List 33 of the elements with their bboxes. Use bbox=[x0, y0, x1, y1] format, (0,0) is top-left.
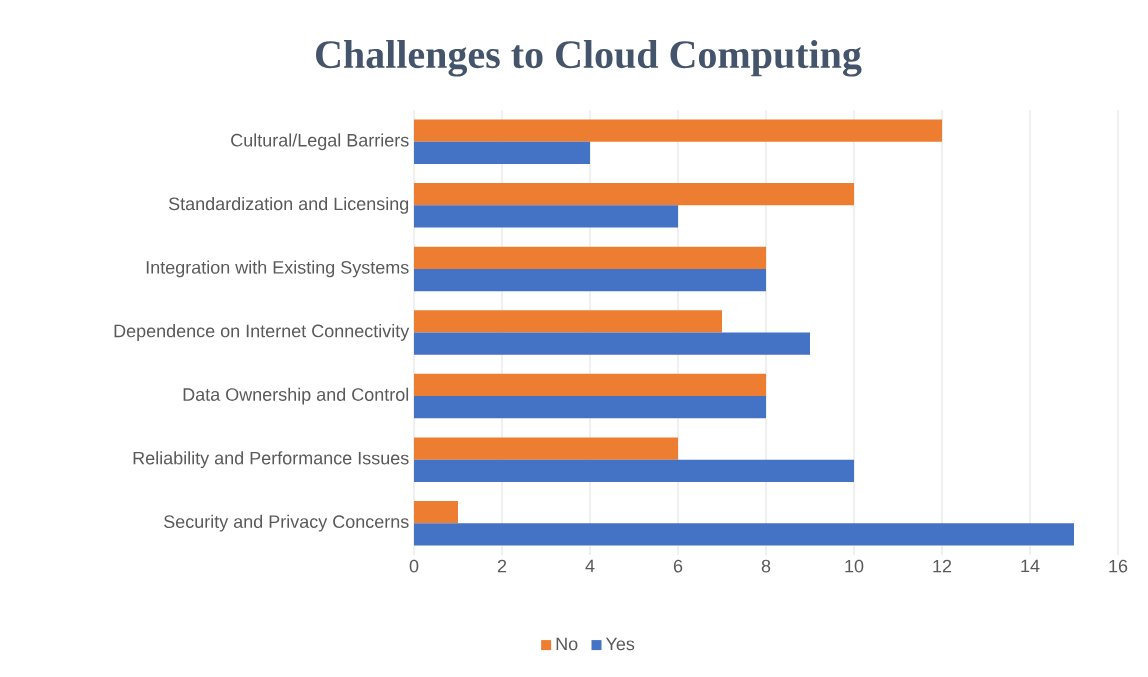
x-tick-label: 8 bbox=[761, 559, 771, 573]
y-tick-label: Data Ownership and Control bbox=[183, 387, 409, 405]
y-tick-label: Security and Privacy Concerns bbox=[164, 514, 409, 532]
x-tick-label: 16 bbox=[1109, 559, 1128, 573]
x-tick-label: 6 bbox=[673, 559, 683, 573]
bar bbox=[414, 183, 854, 206]
bar bbox=[414, 205, 678, 228]
bar bbox=[414, 119, 942, 142]
bar bbox=[414, 332, 810, 355]
bar bbox=[414, 500, 459, 524]
bar bbox=[414, 268, 766, 292]
legend-label: Yes bbox=[605, 637, 635, 651]
bar bbox=[414, 396, 766, 419]
x-tick-label: 14 bbox=[1021, 559, 1040, 573]
bar bbox=[414, 246, 766, 269]
y-tick-label: Integration with Existing Systems bbox=[146, 260, 409, 278]
x-tick-label: 12 bbox=[933, 559, 952, 573]
bar bbox=[414, 141, 590, 165]
chart-title: Challenges to Cloud Computing bbox=[316, 40, 862, 77]
x-tick-label: 2 bbox=[497, 559, 507, 573]
x-tick-label: 4 bbox=[585, 559, 595, 573]
bar bbox=[414, 437, 678, 460]
bar bbox=[414, 523, 1074, 546]
y-tick-label: Reliability and Performance Issues bbox=[133, 451, 409, 469]
bar bbox=[414, 459, 854, 482]
bar bbox=[414, 310, 722, 333]
bar bbox=[414, 373, 766, 397]
y-tick-label: Standardization and Licensing bbox=[168, 196, 409, 214]
y-tick-label: Cultural/Legal Barriers bbox=[231, 133, 409, 151]
y-tick-label: Dependence on Internet Connectivity bbox=[114, 324, 410, 341]
x-tick-label: 0 bbox=[409, 559, 419, 573]
x-tick-label: 10 bbox=[845, 559, 864, 573]
legend-label: No bbox=[556, 637, 578, 651]
